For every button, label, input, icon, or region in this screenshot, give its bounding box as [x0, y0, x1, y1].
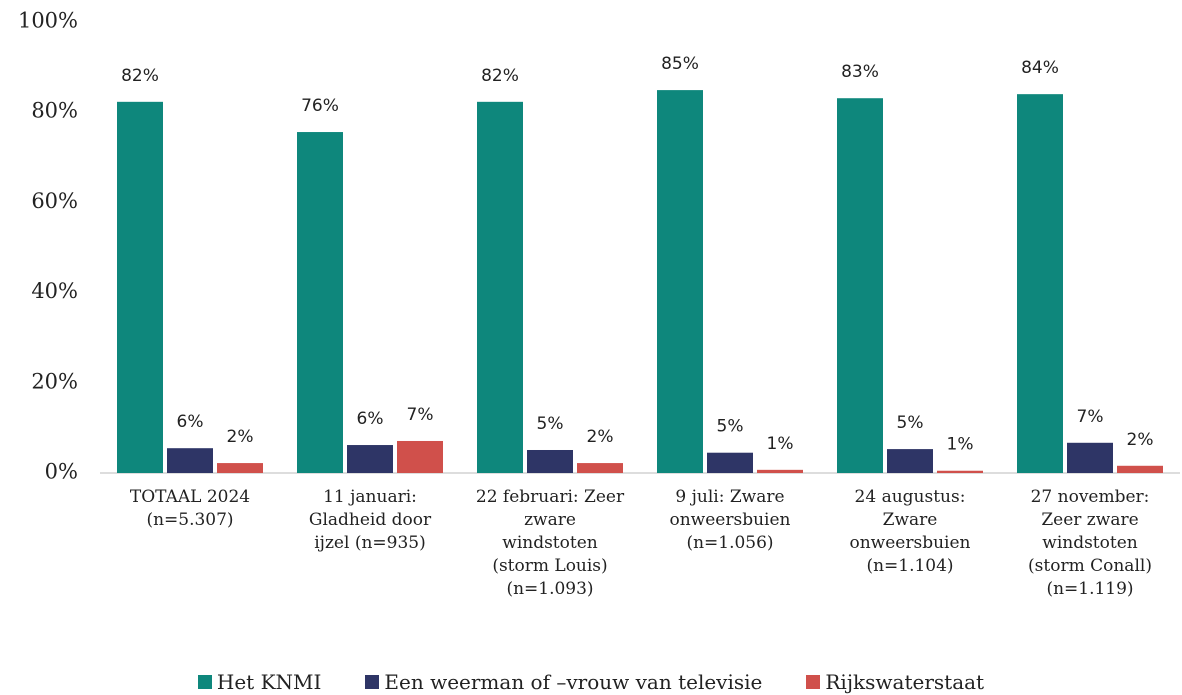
bar — [117, 101, 163, 474]
bar — [657, 90, 703, 473]
x-tick-label: TOTAAL 2024 (n=5.307) — [129, 487, 251, 530]
x-tick-label: 27 november: Zeer zware windstoten (stor… — [1028, 487, 1152, 599]
bar — [397, 440, 443, 473]
bar — [347, 445, 393, 473]
data-label: 1% — [767, 434, 794, 454]
legend-swatch — [806, 675, 821, 689]
data-label: 6% — [177, 412, 204, 432]
data-label: 85% — [661, 54, 699, 74]
data-label: 83% — [841, 62, 879, 82]
data-label: 6% — [357, 409, 384, 429]
data-label: 7% — [407, 405, 434, 425]
x-tick-label: 11 januari: Gladheid door ijzel (n=935) — [308, 487, 432, 553]
legend-swatch — [365, 675, 380, 689]
bar — [527, 449, 573, 473]
legend-label: Het KNMI — [216, 670, 322, 694]
bar — [757, 469, 803, 473]
bar — [1067, 442, 1113, 473]
bar — [837, 98, 883, 474]
y-tick-label: 80% — [31, 99, 78, 123]
y-tick-label: 20% — [31, 369, 78, 393]
bar — [1117, 465, 1163, 473]
y-tick-label: 0% — [45, 460, 78, 484]
y-tick-label: 100% — [18, 9, 78, 33]
data-label: 2% — [587, 427, 614, 447]
data-label: 7% — [1077, 407, 1104, 427]
legend-item: Rijkswaterstaat — [806, 670, 984, 694]
bar — [1017, 94, 1063, 473]
bar — [477, 101, 523, 474]
bar — [937, 470, 983, 473]
data-label: 5% — [717, 417, 744, 437]
bar — [297, 132, 343, 473]
legend: Het KNMI Een weerman of –vrouw van televi… — [0, 670, 1182, 694]
data-label: 5% — [897, 413, 924, 433]
legend-label: Rijkswaterstaat — [825, 670, 985, 694]
data-label: 5% — [537, 414, 564, 434]
x-tick-label: 22 februari: Zeer zware windstoten (stor… — [475, 487, 625, 599]
legend-item: Het KNMI — [197, 670, 322, 694]
data-label: 2% — [227, 427, 254, 447]
data-label: 82% — [121, 66, 159, 86]
data-label: 1% — [947, 435, 974, 455]
data-label: 76% — [301, 96, 339, 116]
legend-swatch — [197, 675, 212, 689]
legend-item: Een weerman of –vrouw van televisie — [365, 670, 762, 694]
x-tick-label: 24 augustus: Zware onweersbuien (n=1.104… — [849, 487, 971, 576]
data-label: 82% — [481, 66, 519, 86]
x-tick-label: 9 juli: Zware onweersbuien (n=1.056) — [669, 487, 791, 553]
data-label: 84% — [1021, 58, 1059, 78]
bar — [887, 449, 933, 473]
bar — [217, 463, 263, 473]
y-tick-label: 60% — [31, 189, 78, 213]
bar — [577, 463, 623, 473]
legend-label: Een weerman of –vrouw van televisie — [384, 670, 763, 694]
y-tick-label: 40% — [31, 279, 78, 303]
bar — [707, 452, 753, 473]
data-label: 2% — [1127, 430, 1154, 450]
bar — [167, 448, 213, 473]
